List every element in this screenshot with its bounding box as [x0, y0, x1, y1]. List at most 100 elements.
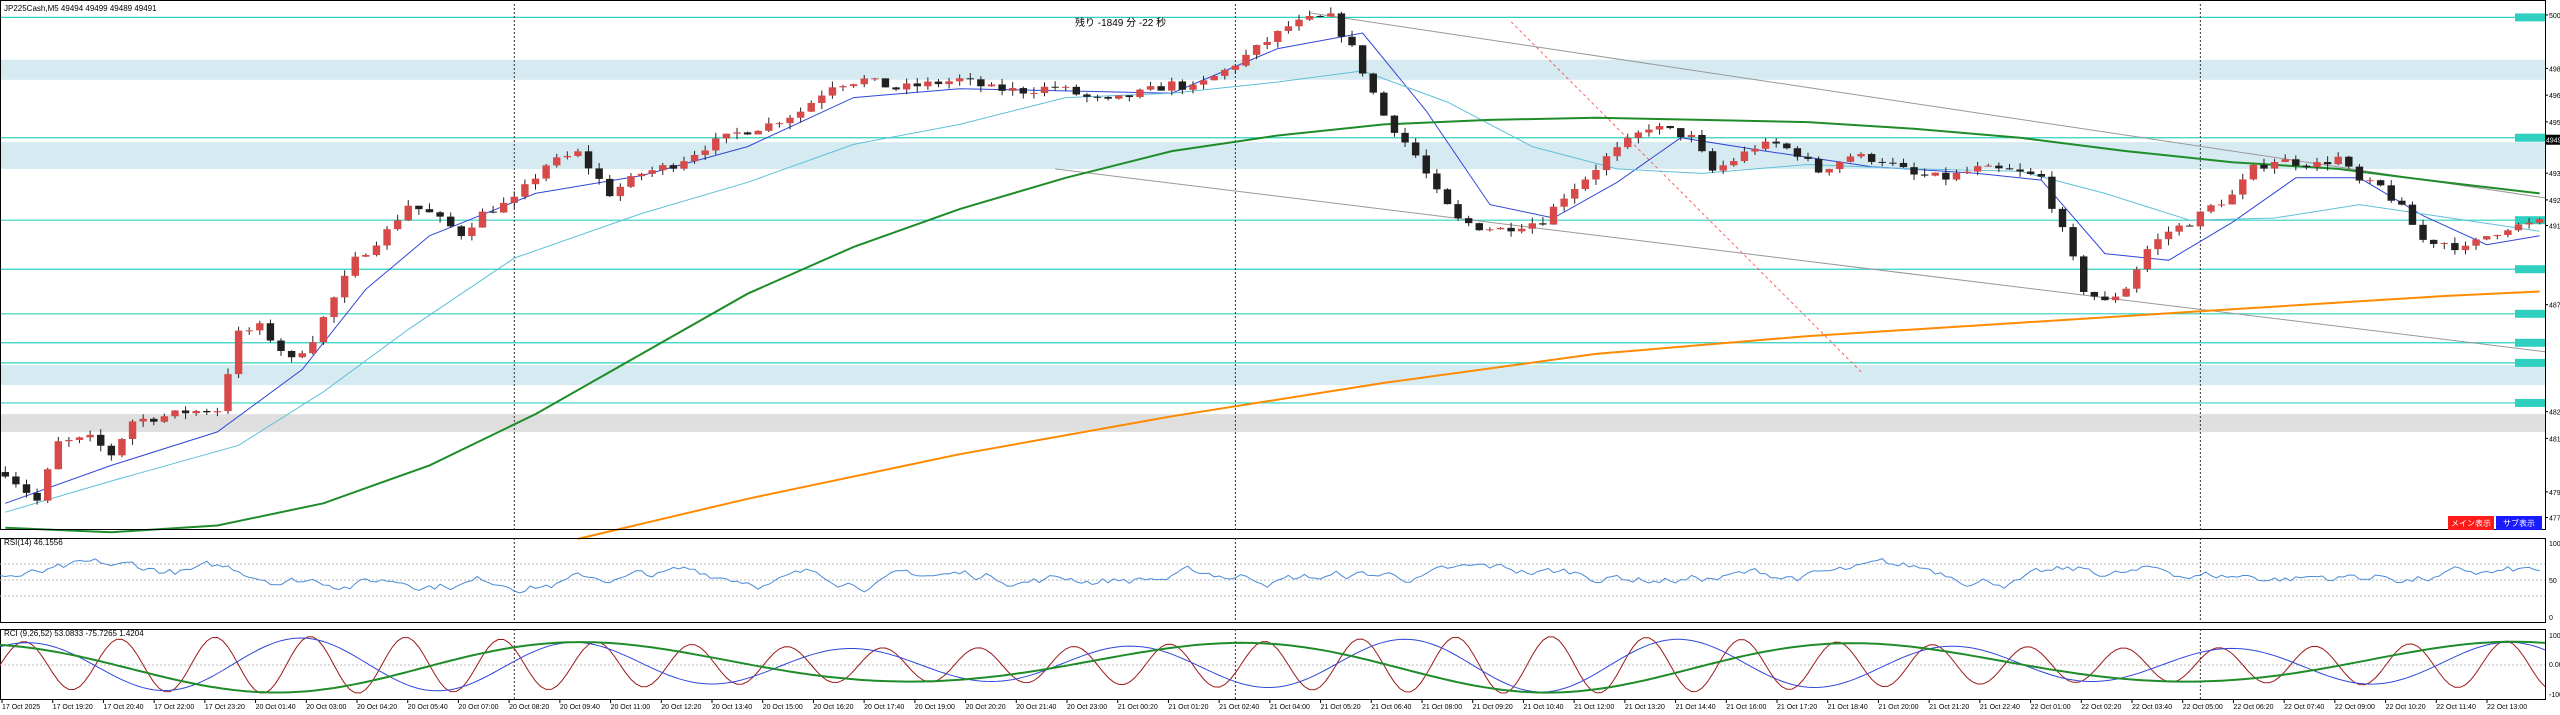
level-tag [2515, 134, 2545, 142]
candle-body [574, 151, 581, 156]
candle-body [1274, 31, 1281, 42]
price-zone [0, 60, 2545, 80]
time-tick-label: 22 Oct 05:00 [2183, 704, 2223, 710]
candle-body [998, 84, 1005, 90]
level-tag [2515, 13, 2545, 21]
candle-body [701, 150, 708, 155]
candle-body [2228, 195, 2235, 205]
candle-body [1200, 80, 1207, 84]
time-tick-label: 22 Oct 01:00 [2031, 704, 2071, 710]
candle-body [2016, 169, 2023, 171]
candle-body [2303, 166, 2310, 167]
candle-body [606, 179, 613, 196]
candle-body [2006, 168, 2013, 169]
time-tick-label: 20 Oct 04:20 [357, 704, 397, 710]
candle-body [977, 79, 984, 86]
time-tick-label: 22 Oct 07:40 [2284, 704, 2324, 710]
candle-body [1921, 175, 1928, 176]
candle-body [1868, 154, 1875, 162]
candle-body [1423, 155, 1430, 173]
time-tick-label: 17 Oct 23:20 [205, 704, 245, 710]
price-tick-label: 49811 [2549, 66, 2560, 73]
candle-body [839, 86, 846, 87]
candle-body [150, 419, 157, 422]
candle-body [2112, 297, 2119, 301]
candle-body [2175, 226, 2182, 232]
price-tick-label: 48751 [2549, 303, 2560, 310]
candle-body [564, 156, 571, 157]
price-tick-label: 48151 [2549, 436, 2560, 443]
candle-body [1009, 88, 1016, 91]
candle-body [2345, 157, 2352, 167]
time-tick-label: 21 Oct 12:00 [1574, 704, 1614, 710]
sub-display-label: サブ表示 [2503, 518, 2535, 528]
price-zone [0, 365, 2545, 385]
candle-body [1094, 97, 1101, 98]
candle-body [1454, 204, 1461, 218]
time-tick-label: 21 Oct 09:20 [1473, 704, 1513, 710]
candle-body [1465, 218, 1472, 223]
candle-body [776, 123, 783, 124]
candle-body [118, 439, 125, 455]
candle-body [2515, 224, 2522, 230]
candle-body [627, 176, 634, 187]
candle-body [1497, 228, 1504, 229]
candle-body [1560, 199, 1567, 207]
candle-body [1836, 162, 1843, 169]
candle-body [1020, 88, 1027, 93]
candle-body [2, 472, 9, 476]
candle-body [829, 87, 836, 95]
candle-body [2027, 172, 2034, 174]
candle-body [680, 161, 687, 169]
candle-body [2525, 223, 2532, 225]
candle-body [786, 118, 793, 123]
candle-body [256, 323, 263, 330]
candle-body [214, 411, 221, 412]
candle-body [988, 84, 995, 86]
candle-body [1847, 156, 1854, 161]
candle-body [1539, 223, 1546, 224]
time-tick-label: 22 Oct 13:00 [2487, 704, 2527, 710]
candle-body [648, 170, 655, 174]
candle-body [362, 255, 369, 257]
rci-label: RCI (9,26,52) 53.0833 -75.7265 1.4204 [4, 629, 144, 638]
candle-body [2271, 162, 2278, 169]
time-tick-label: 17 Oct 22:00 [154, 704, 194, 710]
time-tick-label: 21 Oct 10:40 [1523, 704, 1563, 710]
time-tick-label: 20 Oct 23:00 [1067, 704, 1107, 710]
time-tick-label: 20 Oct 13:40 [712, 704, 752, 710]
candle-body [2239, 179, 2246, 194]
candle-body [2260, 165, 2267, 169]
candle-body [55, 441, 62, 469]
candle-body [235, 331, 242, 375]
candle-body [850, 84, 857, 86]
candle-body [1041, 87, 1048, 93]
price-tick-label: 49106 [2549, 224, 2560, 231]
price-tick-label: 48271 [2549, 410, 2560, 417]
candle-body [415, 206, 422, 209]
price-tick-label: 49221 [2549, 198, 2560, 205]
candle-body [532, 179, 539, 185]
candle-body [892, 87, 899, 89]
candle-body [309, 342, 316, 353]
candle-body [2451, 243, 2458, 250]
candle-body [1698, 135, 1705, 151]
time-tick-label: 20 Oct 19:00 [915, 704, 955, 710]
candle-body [1762, 142, 1769, 149]
price-tick-label: 47911 [2549, 490, 2560, 497]
candle-body [468, 228, 475, 237]
candle-body [192, 411, 199, 413]
candle-body [2335, 157, 2342, 164]
candle-body [373, 245, 380, 255]
candle-body [33, 493, 40, 501]
time-tick-label: 20 Oct 15:00 [763, 704, 803, 710]
candle-body [1889, 163, 1896, 164]
candle-body [1953, 173, 1960, 180]
candle-body [86, 435, 93, 438]
candle-body [447, 217, 454, 227]
candle-body [1719, 165, 1726, 170]
last-price-label: 49491 [2546, 138, 2560, 145]
level-tag [2515, 359, 2545, 367]
